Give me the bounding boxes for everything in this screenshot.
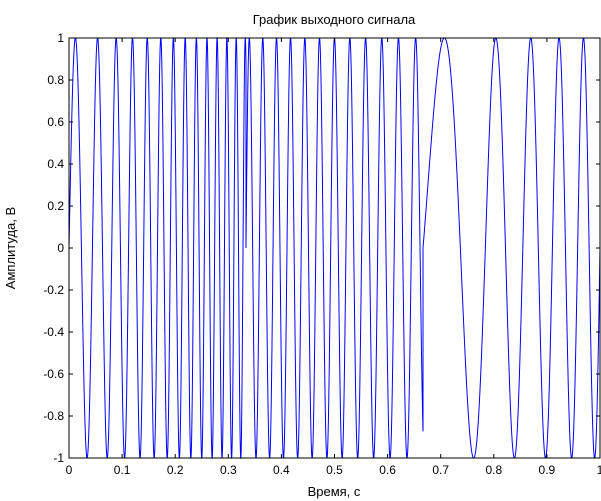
y-axis: -1 -0.8 -0.6 -0.4 -0.2 0 0.2 0.4 0.6 0.8 1 (43, 31, 600, 465)
x-tick-label: 0.6 (379, 463, 396, 477)
x-tick-label: 0.9 (539, 463, 556, 477)
plot-area (68, 37, 601, 459)
x-axis: 0 0.1 0.2 0.3 0.4 0.5 0.6 0.7 0.8 0.9 1 (66, 38, 601, 477)
y-tick-label: -0.2 (43, 283, 64, 297)
y-tick-label: 0.8 (47, 73, 64, 87)
y-tick-label: 0 (57, 241, 64, 255)
y-tick-label: -0.8 (43, 409, 64, 423)
x-tick-label: 0.3 (220, 463, 237, 477)
y-axis-label: Амплитуда, В (3, 207, 18, 289)
y-tick-label: 1 (57, 31, 64, 45)
x-tick-label: 0.8 (485, 463, 502, 477)
y-tick-label: 0.6 (47, 115, 64, 129)
x-tick-label: 0.1 (114, 463, 131, 477)
chart-title: График выходного сигнала (253, 12, 416, 27)
x-tick-label: 0.2 (167, 463, 184, 477)
x-tick-label: 0.4 (273, 463, 290, 477)
x-tick-label: 0.5 (326, 463, 343, 477)
y-tick-label: -1 (53, 451, 64, 465)
x-tick-label: 0.7 (432, 463, 449, 477)
x-tick-label: 1 (597, 463, 601, 477)
x-tick-label: 0 (66, 463, 73, 477)
y-tick-label: -0.4 (43, 325, 64, 339)
x-axis-label: Время, с (308, 484, 361, 499)
y-tick-label: 0.4 (47, 157, 64, 171)
y-tick-label: -0.6 (43, 367, 64, 381)
y-tick-label: 0.2 (47, 199, 64, 213)
